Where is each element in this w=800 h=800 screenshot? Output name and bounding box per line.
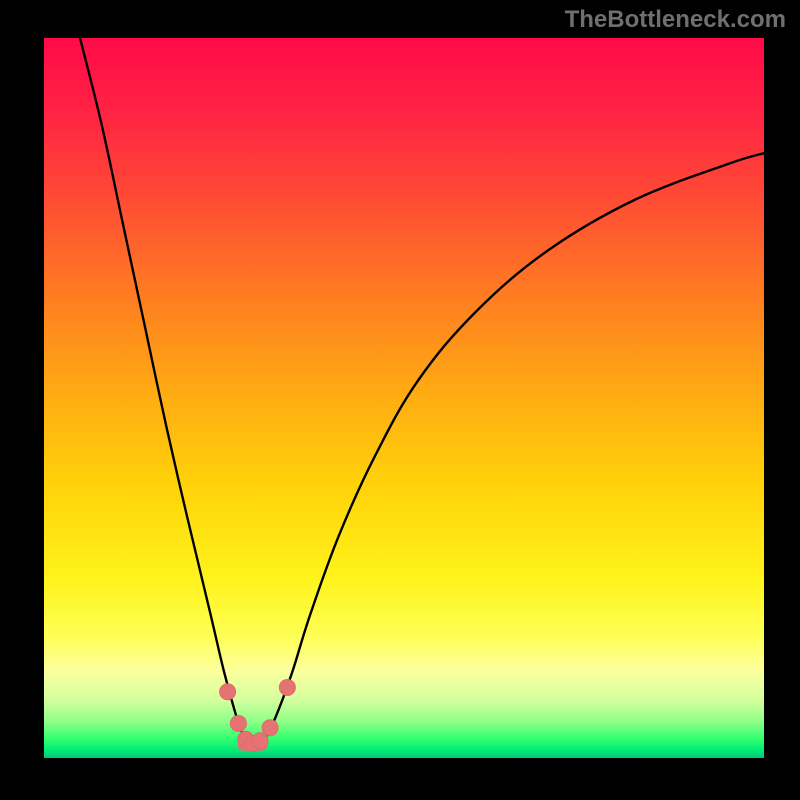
marker-point (252, 733, 268, 749)
plot-area (44, 38, 764, 758)
watermark-text: TheBottleneck.com (565, 6, 786, 34)
curve-layer (44, 38, 764, 758)
bottleneck-curve (80, 38, 764, 747)
marker-point (279, 679, 295, 695)
marker-point (262, 720, 278, 736)
chart-canvas: TheBottleneck.com (0, 0, 800, 800)
marker-point (230, 715, 246, 731)
marker-point (220, 684, 236, 700)
marker-group (220, 679, 296, 751)
